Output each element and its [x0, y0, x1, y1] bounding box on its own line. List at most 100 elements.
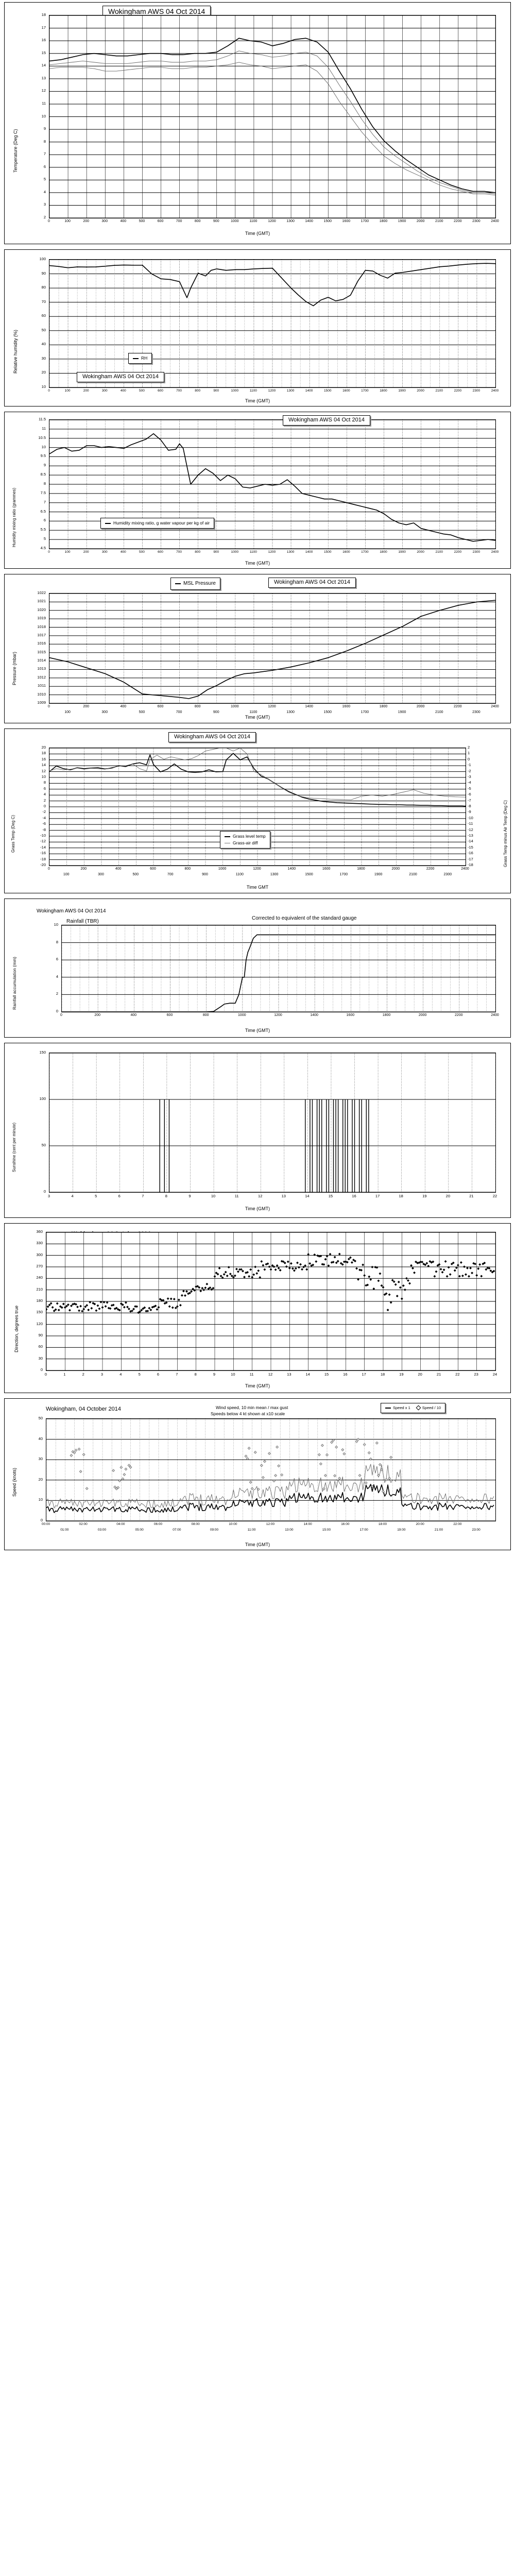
- y-tick-label: 20: [41, 745, 46, 750]
- plot-area-wind-direction: [46, 1232, 496, 1371]
- y-tick-label-right: -18: [468, 862, 473, 867]
- y-tick-label: 90: [41, 270, 46, 276]
- x-tick-label: 1200: [274, 1013, 282, 1017]
- x-tick-label: 800: [202, 1013, 209, 1017]
- chart-card-wind-speed: Wokingham, 04 October 2014 Wind speed, 1…: [4, 1398, 511, 1550]
- x-tick-label: 300: [101, 219, 108, 223]
- x-tick-label: 13: [287, 1372, 291, 1377]
- x-tick-label: 1700: [361, 550, 369, 554]
- y-tick-label: 9.5: [40, 453, 46, 459]
- y-tick-label-right: 1: [468, 751, 470, 756]
- x-tick-label: 10: [231, 1372, 235, 1377]
- y-tick-label: -10: [40, 833, 46, 838]
- x-tick-label: 23:00: [472, 1528, 480, 1532]
- y-tick-label: 150: [36, 1310, 43, 1315]
- x-tick-label: 1400: [305, 389, 313, 393]
- x-tick-label: 600: [150, 867, 156, 871]
- chart-card-sunshine: Wokingham sunshine 04-Oct 2014 Total 2.9…: [4, 1043, 511, 1218]
- y-tick-label: 5: [43, 177, 46, 182]
- y-tick-label: 10: [38, 1497, 43, 1502]
- x-tick-label: 1700: [339, 873, 348, 876]
- x-tick-label: 0: [48, 705, 50, 708]
- y-tick-label: 15: [41, 50, 46, 55]
- x-tick-label: 8: [165, 1194, 167, 1198]
- chart-card-temperature: Wokingham AWS 04 Oct 2014 Air temp Wet b…: [4, 2, 511, 244]
- y-tick-label: 30: [38, 1355, 43, 1361]
- x-tick-label: 1200: [253, 867, 261, 871]
- x-tick-label: 200: [94, 1013, 100, 1017]
- chart-subtitle-wind-speed: Wind speed, 10 min mean / max gust: [216, 1405, 288, 1410]
- chart-card-rainfall: Wokingham AWS 04 Oct 2014 Rainfall (TBR)…: [4, 899, 511, 1038]
- x-tick-label: 1300: [286, 219, 295, 223]
- y-tick-label: 50: [41, 1143, 46, 1147]
- y-tick-label-right: 2: [468, 745, 470, 750]
- y-tick-label-right: -9: [468, 809, 471, 815]
- y-tick-label: 1009: [37, 700, 46, 705]
- x-tick-label: 13:00: [285, 1528, 294, 1532]
- y-tick-label: 30: [41, 355, 46, 361]
- y-tick-label: 9: [43, 126, 46, 131]
- x-tick-label: 11:00: [247, 1528, 256, 1532]
- y-tick-label-right: -10: [468, 815, 473, 820]
- x-tick-label: 800: [184, 867, 191, 871]
- x-tick-label: 5: [138, 1372, 141, 1377]
- x-tick-label: 1400: [305, 550, 313, 554]
- y-tick-label: 0: [40, 1518, 43, 1522]
- x-tick-label: 1400: [305, 219, 313, 223]
- y-tick-label: 6: [56, 957, 58, 962]
- chart-card-wind-direction: Wokingham, 04 October 2014 5 minute mean…: [4, 1223, 511, 1393]
- y-tick-label-right: -6: [468, 792, 471, 797]
- x-tick-label: 08:00: [191, 1522, 200, 1526]
- y-tick-label: -20: [40, 862, 46, 867]
- x-tick-label: 2400: [491, 389, 499, 393]
- chart-annotation-rainfall: Corrected to equivalent of the standard …: [252, 916, 357, 921]
- x-tick-label: 2200: [454, 705, 462, 708]
- x-tick-label: 1000: [231, 389, 239, 393]
- x-tick-label: 500: [139, 710, 145, 714]
- chart-title-msl-pressure: Wokingham AWS 04 Oct 2014: [268, 578, 356, 588]
- x-tick-label: 2000: [416, 705, 425, 708]
- y-tick-label: 30: [38, 1456, 43, 1462]
- x-tick-label: 16: [352, 1194, 356, 1198]
- y-tick-label: 90: [38, 1333, 43, 1337]
- chart-title-relative-humidity: Wokingham AWS 04 Oct 2014: [77, 372, 164, 382]
- x-tick-label: 1: [63, 1372, 66, 1377]
- x-tick-label: 300: [98, 873, 104, 876]
- x-tick-label: 17:00: [359, 1528, 368, 1532]
- x-tick-label: 20:00: [416, 1522, 424, 1526]
- y-tick-label: 14: [41, 762, 46, 768]
- x-tick-label: 900: [213, 550, 219, 554]
- y-tick-label: 12: [41, 88, 46, 93]
- x-tick-label: 300: [101, 550, 108, 554]
- y-axis-label-relative-humidity: Relative humidity (%): [13, 329, 18, 374]
- y-tick-label: 40: [38, 1436, 43, 1441]
- x-tick-label: 2100: [435, 710, 443, 714]
- plot-area-humidity-mixing-ratio: [49, 419, 496, 549]
- y-tick-label: 80: [41, 285, 46, 290]
- y-tick-label: 4: [43, 792, 46, 797]
- x-tick-label: 18:00: [378, 1522, 387, 1526]
- x-axis-label-msl-pressure: Time (GMT): [245, 715, 270, 720]
- y-tick-label: 6: [43, 786, 46, 791]
- y-tick-label: 1011: [37, 683, 46, 688]
- x-tick-label: 1200: [268, 389, 276, 393]
- x-tick-label: 9: [188, 1194, 191, 1198]
- x-tick-label: 900: [213, 389, 219, 393]
- x-tick-label: 1100: [249, 389, 257, 393]
- x-tick-label: 13: [281, 1194, 286, 1198]
- x-tick-label: 1000: [231, 550, 239, 554]
- y-tick-label: 7: [43, 499, 46, 504]
- x-tick-label: 2300: [472, 550, 480, 554]
- x-tick-label: 2200: [455, 1013, 463, 1017]
- x-tick-label: 23: [474, 1372, 478, 1377]
- x-axis-label-grass-temperature: Time GMT: [246, 885, 269, 890]
- y-tick-label: 17: [41, 25, 46, 30]
- x-tick-label: 100: [64, 389, 71, 393]
- y-tick-label: 2: [56, 991, 58, 996]
- x-tick-label: 19: [422, 1194, 427, 1198]
- y-tick-label: -2: [42, 809, 46, 815]
- x-tick-label: 2000: [416, 219, 425, 223]
- y-tick-label-right: -1: [468, 762, 471, 768]
- y-tick-label: 0: [56, 1009, 58, 1013]
- x-tick-label: 300: [101, 710, 108, 714]
